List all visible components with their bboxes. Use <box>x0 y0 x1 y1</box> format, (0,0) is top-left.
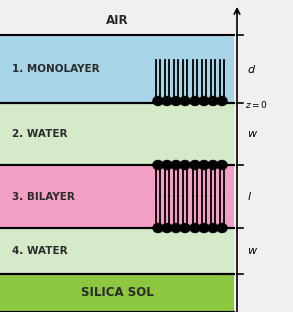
Bar <box>0 35 234 103</box>
Ellipse shape <box>207 160 219 170</box>
Text: $w$: $w$ <box>247 246 258 256</box>
Ellipse shape <box>190 223 200 233</box>
Ellipse shape <box>171 96 181 106</box>
Text: $w$: $w$ <box>247 129 258 139</box>
Text: SILICA SOL: SILICA SOL <box>81 286 153 300</box>
Text: $z = 0$: $z = 0$ <box>245 99 268 110</box>
Ellipse shape <box>198 160 209 170</box>
Ellipse shape <box>152 96 163 106</box>
Text: 4. WATER: 4. WATER <box>12 246 67 256</box>
Ellipse shape <box>198 96 209 106</box>
Bar <box>0 103 234 165</box>
Text: 2. WATER: 2. WATER <box>12 129 67 139</box>
Text: 1. MONOLAYER: 1. MONOLAYER <box>12 64 99 74</box>
Ellipse shape <box>180 160 190 170</box>
Text: $z$: $z$ <box>230 0 239 3</box>
Text: $l$: $l$ <box>247 190 252 202</box>
Text: $d$: $d$ <box>247 63 256 75</box>
Ellipse shape <box>161 160 173 170</box>
Ellipse shape <box>207 96 219 106</box>
Text: 3. BILAYER: 3. BILAYER <box>12 192 75 202</box>
Ellipse shape <box>180 223 190 233</box>
Ellipse shape <box>171 223 181 233</box>
Ellipse shape <box>190 160 200 170</box>
Ellipse shape <box>171 160 181 170</box>
Ellipse shape <box>180 96 190 106</box>
Ellipse shape <box>161 96 173 106</box>
Text: AIR: AIR <box>106 13 128 27</box>
Ellipse shape <box>207 223 219 233</box>
Bar <box>0 228 234 274</box>
Ellipse shape <box>152 223 163 233</box>
Ellipse shape <box>217 96 227 106</box>
Ellipse shape <box>217 223 227 233</box>
Ellipse shape <box>152 160 163 170</box>
Ellipse shape <box>190 96 200 106</box>
Ellipse shape <box>198 223 209 233</box>
Bar <box>0 165 234 228</box>
Ellipse shape <box>161 223 173 233</box>
Ellipse shape <box>217 160 227 170</box>
Bar <box>0 274 234 312</box>
